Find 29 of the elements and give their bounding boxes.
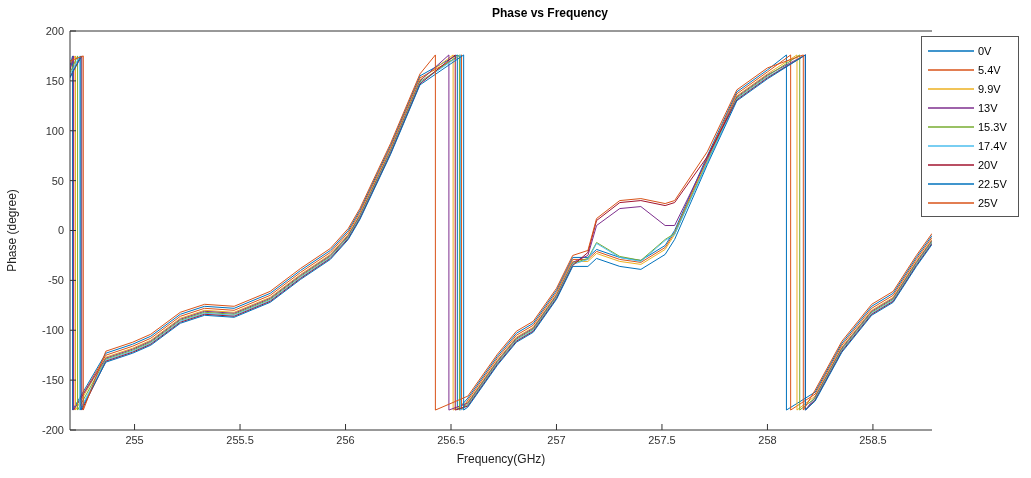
y-tick-label: -100 bbox=[41, 324, 64, 337]
y-tick-label: -200 bbox=[41, 423, 64, 436]
x-tick-label: 257.5 bbox=[648, 433, 676, 446]
y-tick-label: 0 bbox=[57, 224, 64, 237]
x-tick-label: 255 bbox=[125, 433, 144, 446]
y-tick-label: 150 bbox=[45, 74, 64, 87]
x-tick-label: 255.5 bbox=[226, 433, 254, 446]
y-tick-label: -150 bbox=[41, 374, 64, 387]
legend-label: 17.4V bbox=[978, 139, 1007, 152]
y-tick-label: 200 bbox=[45, 24, 64, 37]
legend-label: 5.4V bbox=[978, 63, 1001, 76]
legend-label: 15.3V bbox=[978, 120, 1007, 133]
x-tick-label: 256.5 bbox=[437, 433, 465, 446]
legend-label: 13V bbox=[978, 101, 998, 114]
legend-label: 9.9V bbox=[978, 82, 1001, 95]
y-tick-label: 100 bbox=[45, 124, 64, 137]
y-axis-title: Phase (degree) bbox=[5, 189, 20, 272]
x-tick-label: 257 bbox=[547, 433, 566, 446]
y-tick-label: -50 bbox=[48, 274, 64, 287]
y-tick-label: 50 bbox=[51, 174, 64, 187]
x-tick-label: 258.5 bbox=[859, 433, 887, 446]
legend-label: 25V bbox=[978, 196, 998, 209]
x-axis-title: Frequency(GHz) bbox=[456, 451, 546, 466]
chart-title: Phase vs Frequency bbox=[490, 6, 610, 20]
x-tick-label: 256 bbox=[336, 433, 355, 446]
legend-label: 20V bbox=[978, 158, 998, 171]
legend-label: 0V bbox=[978, 44, 992, 57]
legend-label: 22.5V bbox=[978, 177, 1007, 190]
x-tick-label: 258 bbox=[758, 433, 777, 446]
